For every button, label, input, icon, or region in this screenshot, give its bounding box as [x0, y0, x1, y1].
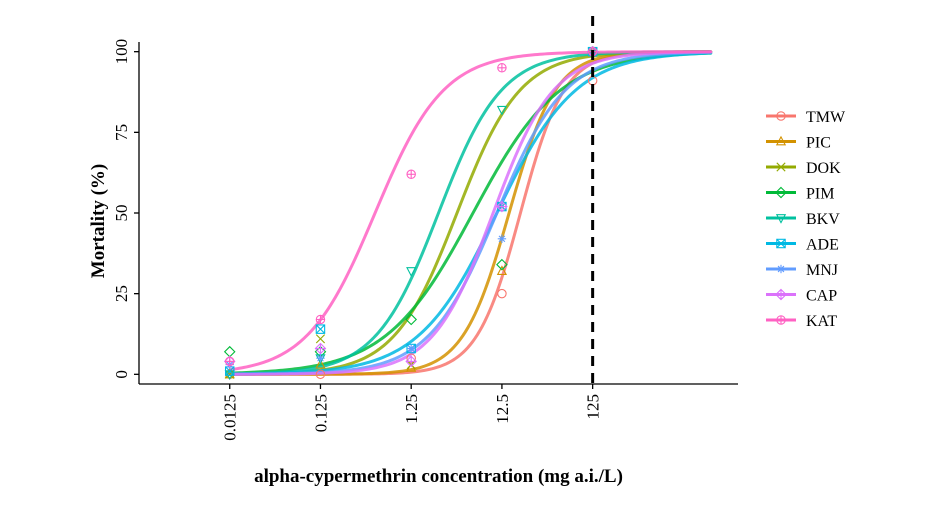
x-tick-label: 1.25 — [402, 394, 421, 424]
legend-label: ADE — [806, 237, 839, 254]
point-cap — [314, 342, 327, 355]
legend-marker — [776, 315, 786, 325]
point-pim — [405, 313, 418, 326]
point-kat — [497, 63, 507, 73]
x-tick-label: 125 — [584, 394, 603, 420]
legend-marker — [775, 186, 787, 199]
y-axis-title: Mortality (%) — [88, 164, 109, 278]
point-mnj — [406, 344, 416, 353]
point-pic — [496, 265, 508, 275]
point-kat — [406, 169, 416, 180]
legend-item-kat: KAT — [766, 313, 837, 330]
curve-cap — [228, 50, 713, 376]
point-pim — [496, 258, 508, 271]
legend-item-dok: DOK — [766, 160, 841, 177]
point-mnj — [497, 234, 507, 244]
legend-label: BKV — [806, 211, 840, 228]
legend-item-pim: PIM — [766, 186, 834, 203]
legend-marker — [775, 214, 787, 224]
legend-item-cap: CAP — [766, 288, 837, 305]
x-tick-label: 12.5 — [493, 394, 512, 424]
point-mnj — [316, 353, 325, 363]
point-pim — [223, 345, 236, 358]
y-tick-label: 100 — [112, 39, 131, 65]
x-tick-label: 0.125 — [311, 394, 330, 432]
legend-item-bkv: BKV — [766, 211, 840, 228]
legend-item-pic: PIC — [766, 135, 831, 152]
point-kat — [315, 314, 326, 325]
y-tick-label: 75 — [112, 124, 131, 141]
legend-marker — [776, 111, 786, 121]
legend: TMW PIC DOK PIM BKV ADE MNJ CAP KAT — [766, 109, 846, 330]
legend-label: KAT — [806, 313, 837, 330]
point-cap — [496, 200, 508, 213]
point-dok — [315, 334, 326, 344]
curve-pic — [228, 50, 713, 376]
legend-label: CAP — [806, 288, 837, 305]
point-bkv — [496, 105, 508, 116]
legend-label: MNJ — [806, 262, 838, 279]
point-kat — [224, 356, 235, 367]
curve-pim — [228, 51, 713, 375]
point-tmw — [497, 288, 507, 299]
legend-label: PIM — [806, 186, 834, 203]
point-cap — [405, 355, 418, 368]
legend-item-mnj: MNJ — [766, 262, 838, 279]
x-axis-title: alpha-cypermethrin concentration (mg a.i… — [254, 466, 623, 487]
point-tmw — [315, 369, 326, 380]
curve-kat — [228, 50, 713, 372]
legend-label: DOK — [806, 160, 841, 177]
point-dok — [225, 369, 235, 379]
legend-marker — [775, 135, 787, 146]
legend-item-ade: ADE — [766, 237, 839, 254]
data-points — [223, 45, 599, 381]
x-ticks: 0.0125 0.125 1.25 12.5 125 — [221, 384, 603, 441]
legend-item-tmw: TMW — [766, 109, 846, 126]
fitted-curves — [228, 50, 713, 376]
legend-marker — [776, 264, 786, 274]
point-ade — [315, 324, 326, 334]
y-tick-label: 25 — [112, 285, 131, 302]
legend-label: TMW — [806, 109, 846, 126]
legend-marker — [775, 288, 787, 301]
y-tick-label: 0 — [112, 370, 131, 379]
x-tick-label: 0.0125 — [221, 394, 240, 441]
point-bkv — [406, 267, 417, 277]
y-ticks: 0 25 50 75 100 — [112, 39, 139, 379]
legend-marker — [776, 162, 786, 172]
legend-marker — [776, 238, 786, 249]
y-tick-label: 50 — [112, 205, 131, 222]
legend-label: PIC — [806, 135, 831, 152]
point-pic — [315, 358, 326, 369]
